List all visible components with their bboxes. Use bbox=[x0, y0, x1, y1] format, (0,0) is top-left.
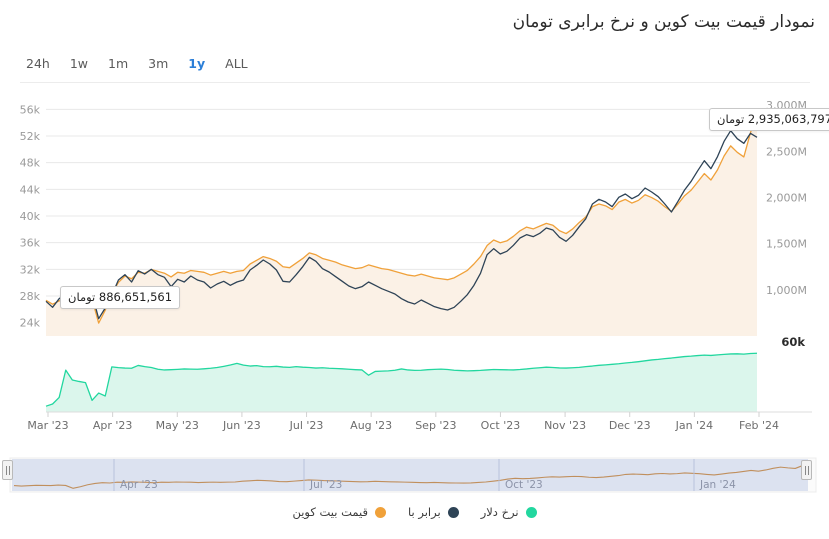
page-title: نمودار قیمت بیت کوین و نرخ برابری تومان bbox=[512, 12, 815, 32]
tooltip-end-value: 2,935,063,797 تومان bbox=[709, 108, 829, 131]
range-tab-1w[interactable]: 1w bbox=[70, 54, 99, 73]
legend-marker-btc-price-icon bbox=[375, 506, 387, 518]
x-axis-tick-label: Aug '23 bbox=[350, 419, 392, 432]
navigator-tick-label: Oct '23 bbox=[505, 479, 543, 491]
y-axis-left-tick: 40k bbox=[20, 210, 41, 223]
x-axis-tick-label: Jun '23 bbox=[222, 419, 261, 432]
navigator-handle-left[interactable] bbox=[2, 460, 13, 480]
legend-label: نرخ دلار bbox=[480, 505, 519, 519]
x-axis-tick-label: Nov '23 bbox=[544, 419, 586, 432]
legend-label: قیمت بیت کوین bbox=[292, 505, 369, 519]
x-axis-tick-label: Feb '24 bbox=[739, 419, 779, 432]
series-line-usd[interactable] bbox=[45, 352, 758, 407]
range-tab-1m[interactable]: 1m bbox=[108, 54, 139, 73]
y-axis-right-tick: 1,000M bbox=[766, 284, 807, 297]
y-axis-right-tick: 2,500M bbox=[766, 145, 807, 158]
y-axis-right-tick: 1,500M bbox=[766, 238, 807, 251]
tooltip-start-value: 886,651,561 تومان bbox=[60, 286, 181, 309]
x-axis-tick-label: Jan '24 bbox=[675, 419, 713, 432]
legend-marker-equivalent-icon bbox=[447, 506, 459, 518]
navigator-tick-label: Jan '24 bbox=[699, 479, 736, 491]
legend-item-usd-rate[interactable]: نرخ دلار bbox=[481, 505, 537, 519]
chart-legend: نرخ دلار برابر با قیمت بیت کوین bbox=[0, 505, 829, 519]
navigator-handle-right[interactable] bbox=[801, 460, 812, 480]
range-tab-all[interactable]: ALL bbox=[225, 54, 258, 73]
y-axis-left-tick: 32k bbox=[20, 263, 41, 276]
series-area-toman bbox=[46, 111, 757, 336]
range-tab-1y[interactable]: 1y bbox=[188, 54, 216, 73]
x-axis-tick-label: Sep '23 bbox=[415, 419, 456, 432]
legend-item-btc-price[interactable]: قیمت بیت کوین bbox=[292, 505, 387, 519]
legend-item-equivalent[interactable]: برابر با bbox=[408, 505, 459, 519]
range-tab-group: 24h 1w 1m 3m 1y ALL bbox=[26, 54, 268, 73]
y-axis-left-tick: 24k bbox=[20, 317, 41, 330]
navigator-selection[interactable] bbox=[12, 459, 808, 491]
x-axis-tick-label: May '23 bbox=[156, 419, 199, 432]
x-axis-tick-label: Mar '23 bbox=[27, 419, 68, 432]
y-axis-left-tick: 28k bbox=[20, 290, 41, 303]
series-area-usd bbox=[46, 353, 757, 412]
range-tab-3m[interactable]: 3m bbox=[148, 54, 179, 73]
y-axis-left-tick: 44k bbox=[20, 183, 41, 196]
usd-panel-tag: 60k bbox=[781, 335, 805, 349]
y-axis-left-tick: 52k bbox=[20, 130, 41, 143]
y-axis-left-tick: 36k bbox=[20, 237, 41, 250]
navigator-tick-label: Jul '23 bbox=[309, 479, 342, 491]
series-line-toman[interactable] bbox=[45, 111, 758, 324]
y-axis-left-tick: 56k bbox=[20, 103, 41, 116]
x-axis-tick-label: Apr '23 bbox=[93, 419, 133, 432]
series-line-btc[interactable] bbox=[45, 130, 758, 320]
navigator-series-line bbox=[13, 462, 811, 489]
legend-label: برابر با bbox=[408, 505, 441, 519]
y-axis-left-tick: 48k bbox=[20, 157, 41, 170]
x-axis-tick-label: Dec '23 bbox=[609, 419, 651, 432]
range-tab-24h[interactable]: 24h bbox=[26, 54, 61, 73]
x-axis-tick-label: Oct '23 bbox=[481, 419, 521, 432]
y-axis-right-tick: 2,000M bbox=[766, 192, 807, 205]
navigator-tick-label: Apr '23 bbox=[120, 479, 158, 491]
legend-marker-usd-rate-icon bbox=[525, 506, 537, 518]
tabs-divider bbox=[20, 82, 810, 83]
x-axis-tick-label: Jul '23 bbox=[289, 419, 324, 432]
